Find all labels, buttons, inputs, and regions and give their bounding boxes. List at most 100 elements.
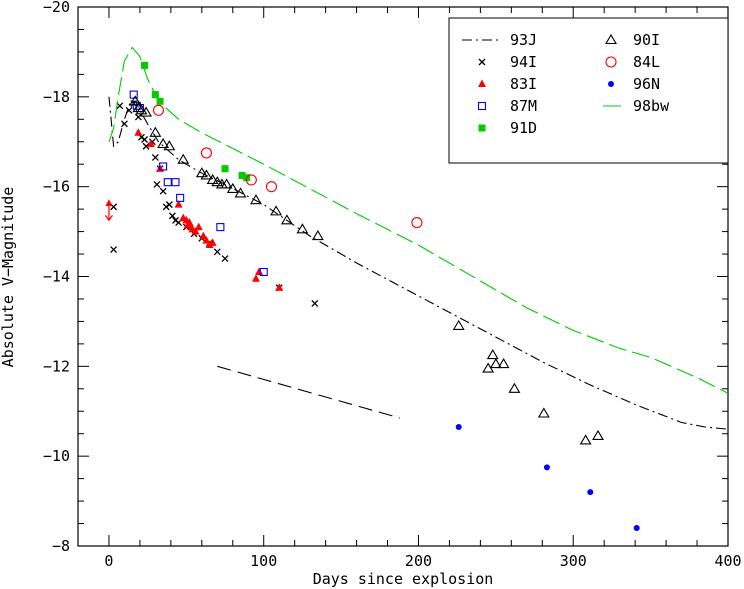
legend-label-98bw: 98bw — [633, 97, 670, 115]
data-point-84l — [152, 104, 165, 116]
data-point-90i — [489, 358, 502, 369]
x-tick-label: 400 — [714, 552, 741, 570]
data-point-90i — [311, 229, 324, 241]
data-point-83i — [275, 283, 284, 291]
data-point-94i — [213, 248, 221, 256]
data-point-90i — [140, 106, 153, 117]
legend-label-94i: 94I — [510, 53, 537, 71]
data-point-90i — [200, 169, 213, 180]
series-91d — [141, 61, 251, 182]
legend-swatch-90i — [605, 33, 617, 45]
data-point-94i — [159, 187, 167, 195]
legend-item-93j: 93J — [462, 31, 537, 49]
y-tick-label: −10 — [43, 447, 70, 465]
data-point-84l — [200, 147, 213, 159]
legend-item-90i: 90I — [605, 31, 660, 49]
legend-swatch-94i — [478, 58, 486, 66]
series-93j — [108, 96, 729, 430]
y-tick-label: −16 — [43, 178, 70, 196]
data-point-87m — [159, 162, 168, 171]
data-point-90i — [220, 178, 233, 189]
data-point-84l — [245, 174, 257, 186]
data-point-90i — [592, 429, 604, 441]
data-point-90i — [508, 382, 521, 393]
data-point-83i — [255, 267, 264, 276]
data-point-90i — [163, 140, 176, 151]
axis-ticks — [77, 6, 729, 547]
series-line-98bw — [108, 46, 729, 394]
data-point-90i — [234, 187, 247, 198]
legend-label-87m: 87M — [510, 97, 537, 115]
data-point-83i — [208, 238, 217, 246]
data-point-87m — [259, 267, 268, 277]
y-tick-label: −8 — [52, 537, 70, 555]
data-point-91d — [221, 165, 229, 173]
data-point-94i — [134, 113, 142, 121]
legend-item-96n: 96N — [608, 75, 660, 93]
data-point-94i — [165, 201, 173, 209]
series-layer — [104, 46, 729, 532]
series-94i — [110, 100, 319, 307]
series-98bw — [108, 46, 729, 394]
data-point-90i — [149, 126, 162, 137]
legend-label-91d: 91D — [510, 119, 537, 137]
data-point-83i — [199, 231, 208, 240]
data-point-94i — [142, 142, 150, 150]
x-tick-label: 300 — [560, 552, 587, 570]
legend-item-94i: 94I — [478, 53, 537, 71]
legend-swatch-96n — [608, 81, 614, 87]
legend-item-84l: 84L — [605, 53, 660, 71]
slope-reference-line — [217, 365, 401, 419]
legend: 93J 94I 83I 87M 91D 90I 84L 96N 98bw — [448, 17, 729, 164]
series-90i — [129, 95, 604, 445]
data-point-90i — [206, 173, 219, 184]
data-point-94i — [153, 180, 161, 188]
data-point-94i — [110, 246, 118, 254]
data-point-96n — [543, 464, 550, 471]
legend-item-98bw: 98bw — [603, 97, 670, 115]
y-tick-label: −18 — [43, 88, 70, 106]
data-point-83i — [202, 236, 211, 244]
data-point-83i — [251, 274, 260, 282]
data-point-83i — [105, 199, 113, 207]
series-83i — [104, 128, 284, 291]
data-point-91d — [238, 171, 246, 179]
series-84l — [152, 104, 423, 229]
series-line-93j — [108, 96, 729, 430]
legend-item-87m: 87M — [477, 97, 537, 115]
data-point-94i — [221, 255, 229, 262]
data-point-96n — [455, 423, 462, 430]
data-point-94i — [116, 102, 124, 110]
x-tick-label: 200 — [405, 552, 432, 570]
data-point-90i — [280, 214, 293, 225]
data-point-91d — [156, 97, 164, 105]
legend-swatch-84l — [605, 56, 617, 68]
data-point-90i — [211, 176, 224, 187]
legend-label-84l: 84L — [633, 53, 660, 71]
legend-swatch-87m — [477, 101, 487, 111]
y-axis-title: Absolute V−Magnitude — [0, 187, 17, 368]
data-point-90i — [177, 153, 190, 164]
series-96n — [455, 423, 640, 532]
data-point-87m — [171, 178, 180, 187]
data-point-84l — [265, 181, 278, 193]
data-point-94i — [311, 299, 319, 307]
data-point-90i — [579, 434, 592, 445]
y-tick-label: −14 — [43, 268, 70, 286]
data-point-90i — [250, 194, 262, 205]
legend-swatch-83i — [478, 79, 486, 87]
data-point-90i — [537, 407, 550, 418]
data-point-83i — [174, 200, 183, 208]
y-tick-label: −20 — [43, 0, 70, 16]
data-point-90i — [226, 182, 239, 193]
data-point-87m — [216, 223, 225, 232]
data-point-90i — [270, 205, 283, 216]
data-point-90i — [157, 137, 170, 149]
data-point-90i — [195, 167, 208, 178]
data-point-91d — [141, 61, 149, 69]
data-point-84l — [411, 217, 423, 229]
legend-label-93j: 93J — [510, 31, 537, 49]
upper-limit-arrow — [104, 215, 113, 222]
data-point-90i — [129, 95, 142, 106]
